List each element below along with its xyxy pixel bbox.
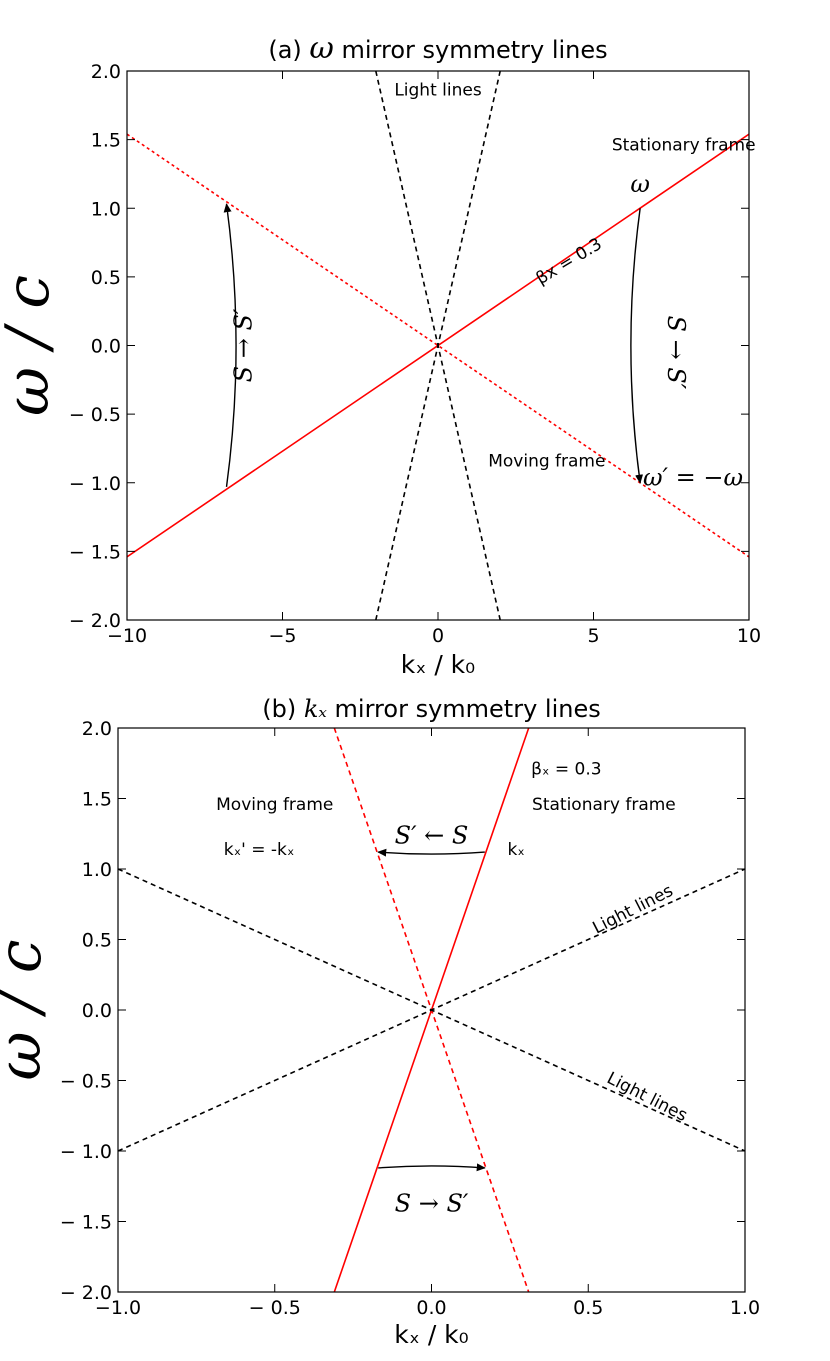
x-tick-label: −10 — [107, 625, 147, 647]
x-tick-label: 5 — [587, 625, 599, 647]
y-tick-label: 0.0 — [82, 1000, 112, 1022]
x-tick-label: 10 — [737, 625, 761, 647]
annotation: ω′ = −ω — [643, 463, 743, 491]
y-axis-label: ω / c — [0, 275, 63, 416]
annotation: ω — [630, 170, 650, 198]
annotation: S → S′ — [395, 1190, 469, 1218]
annotation: Light lines — [394, 81, 482, 101]
transform-arrow — [378, 1163, 486, 1172]
x-tick-label: 1.0 — [730, 1297, 760, 1319]
transform-arrow — [223, 203, 237, 487]
y-tick-label: 0.0 — [91, 336, 121, 358]
y-tick-label: 2.0 — [91, 61, 121, 83]
annotation: βx = 0.3 — [533, 234, 606, 289]
transform-arrow — [630, 208, 644, 484]
y-tick-label: − 1.0 — [60, 1141, 112, 1163]
x-tick-label: 0.5 — [573, 1297, 603, 1319]
y-tick-label: − 1.5 — [60, 1212, 112, 1234]
annotation: Stationary frame — [532, 795, 676, 815]
chart-title: (b) kₓ mirror symmetry lines — [262, 695, 600, 723]
annotation: S → S′ — [662, 316, 690, 390]
annotation: Moving frame — [216, 795, 333, 815]
x-tick-label: 0 — [432, 625, 444, 647]
annotation: Light lines — [590, 881, 677, 939]
x-axis-label: kₓ / k₀ — [394, 1320, 468, 1349]
y-tick-label: − 2.0 — [60, 1282, 112, 1304]
series-group — [127, 71, 749, 620]
y-tick-label: − 2.0 — [69, 610, 121, 632]
annotation: S → S′ — [229, 308, 257, 382]
annotation: βₓ = 0.3 — [531, 760, 601, 780]
y-tick-label: 1.0 — [91, 198, 121, 220]
x-tick-label: − 0.5 — [249, 1297, 301, 1319]
y-tick-label: 2.0 — [82, 718, 112, 740]
series-line-1 — [127, 133, 749, 558]
annotation: kₓ — [507, 840, 524, 860]
series-line-3 — [118, 868, 745, 1152]
x-tick-label: 0.0 — [416, 1297, 446, 1319]
annotation: Moving frame — [488, 451, 605, 471]
annotation: Light lines — [603, 1068, 690, 1126]
y-tick-label: 1.5 — [82, 789, 112, 811]
y-axis-label: ω / c — [0, 940, 55, 1081]
transform-arrow — [377, 848, 485, 857]
annotation: kₓ' = -kₓ — [224, 840, 295, 860]
y-tick-label: − 0.5 — [60, 1071, 112, 1093]
y-tick-label: 0.5 — [91, 267, 121, 289]
y-tick-label: − 1.5 — [69, 541, 121, 563]
y-tick-label: 1.0 — [82, 859, 112, 881]
series-line-3 — [375, 71, 501, 620]
x-axis-label: kₓ / k₀ — [401, 650, 475, 679]
chart-title: (a) ω mirror symmetry lines — [268, 31, 607, 66]
panel-a: −10 −5 0 5 10 2.0 1.5 1.0 0.5 0.0 − 0.5 − 1.0 − 1.5 −… — [0, 31, 761, 679]
annotation: S′ ← S — [395, 822, 469, 850]
series-group — [118, 728, 745, 1292]
y-tick-label: − 1.0 — [69, 473, 121, 495]
y-tick-label: 1.5 — [91, 130, 121, 152]
panel-b: −1.0 − 0.5 0.0 0.5 1.0 2.0 1.5 1.0 0.5 0.0 − 0.5 − … — [0, 695, 760, 1349]
y-tick-label: 0.5 — [82, 930, 112, 952]
annotation: Stationary frame — [612, 136, 756, 156]
x-tick-label: −1.0 — [95, 1297, 141, 1319]
x-tick-label: −5 — [268, 625, 296, 647]
y-tick-label: − 0.5 — [69, 404, 121, 426]
